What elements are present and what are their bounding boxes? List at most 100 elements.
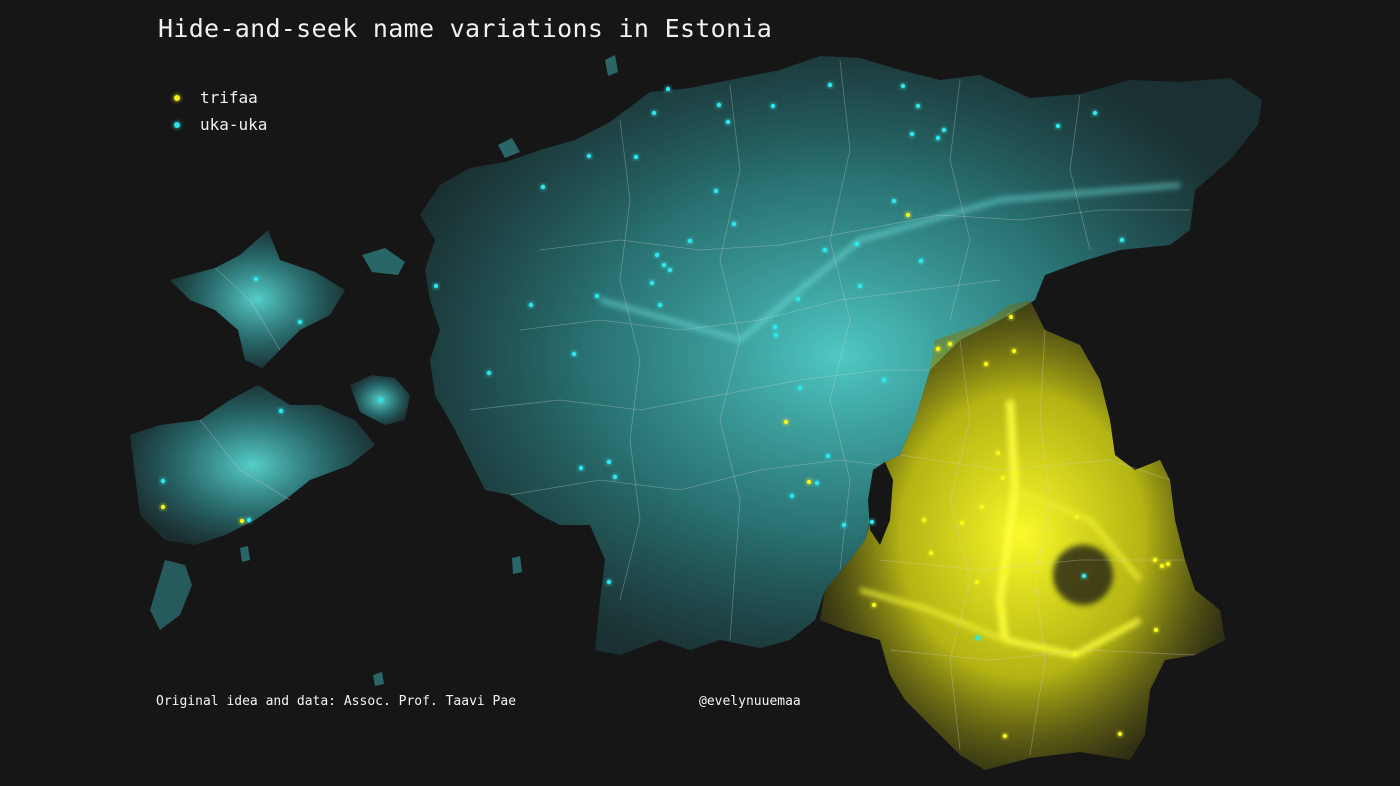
uka-uka-point: [1081, 573, 1087, 579]
trifaa-dot-icon: [174, 94, 180, 101]
trifaa-point: [979, 504, 985, 510]
uka-uka-point: [881, 377, 887, 383]
uka-uka-point: [825, 453, 831, 459]
uka-uka-dot-icon: [174, 121, 180, 128]
uka-uka-point: [297, 319, 303, 325]
trifaa-point: [1153, 627, 1159, 633]
uka-uka-point: [1055, 123, 1061, 129]
uka-uka-point: [687, 238, 693, 244]
uka-uka-point: [606, 459, 612, 465]
trifaa-point: [1074, 514, 1080, 520]
trifaa-point: [1159, 563, 1165, 569]
trifaa-point: [239, 518, 245, 524]
uka-uka-point: [665, 86, 671, 92]
uka-uka-point: [918, 258, 924, 264]
trifaa-point: [921, 517, 927, 523]
trifaa-point: [928, 550, 934, 556]
trifaa-point: [871, 602, 877, 608]
uka-uka-point: [915, 103, 921, 109]
saaremaa-island: [130, 385, 375, 545]
trifaa-point: [1013, 469, 1019, 475]
uka-uka-point: [770, 103, 776, 109]
uka-uka-point: [789, 493, 795, 499]
uka-uka-point: [633, 154, 639, 160]
uka-uka-point: [667, 267, 673, 273]
uka-uka-point: [773, 332, 779, 338]
legend: trifaa uka-uka: [166, 84, 267, 138]
trifaa-point: [1000, 475, 1006, 481]
vormsi-island: [362, 248, 405, 275]
trifaa-point: [947, 341, 953, 347]
trifaa-point: [1072, 651, 1078, 657]
uka-uka-point: [822, 247, 828, 253]
trifaa-point: [974, 579, 980, 585]
uka-uka-point: [935, 135, 941, 141]
uka-uka-point: [657, 302, 663, 308]
legend-item-uka-uka: uka-uka: [166, 111, 267, 138]
uka-uka-point: [578, 465, 584, 471]
uka-uka-point: [814, 480, 820, 486]
uka-uka-point: [772, 324, 778, 330]
uka-uka-point: [1092, 110, 1098, 116]
uka-uka-point: [827, 82, 833, 88]
uka-uka-point: [253, 276, 259, 282]
trifaa-point: [783, 419, 789, 425]
uka-uka-point: [857, 283, 863, 289]
data-credit: Original idea and data: Assoc. Prof. Taa…: [156, 694, 517, 709]
uka-uka-point: [731, 221, 737, 227]
southeast-region: [820, 300, 1225, 770]
uka-uka-point: [716, 102, 722, 108]
trifaa-point: [1165, 561, 1171, 567]
trifaa-point: [905, 212, 911, 218]
uka-uka-point: [246, 517, 252, 523]
uka-uka-point: [661, 262, 667, 268]
uka-uka-point: [854, 241, 860, 247]
uka-uka-point: [612, 474, 618, 480]
uka-uka-point: [909, 131, 915, 137]
uka-uka-point: [378, 397, 384, 403]
uka-uka-point: [486, 370, 492, 376]
uka-uka-point: [651, 110, 657, 116]
uka-uka-point: [1119, 237, 1125, 243]
uka-uka-point: [795, 296, 801, 302]
trifaa-point: [998, 606, 1004, 612]
uka-uka-point: [975, 635, 981, 641]
uka-uka-point: [654, 252, 660, 258]
uka-uka-point: [725, 119, 731, 125]
trifaa-point: [995, 450, 1001, 456]
survey-points: [159, 81, 1172, 740]
uka-uka-point: [540, 184, 546, 190]
uka-uka-point: [797, 385, 803, 391]
trifaa-point: [935, 346, 941, 352]
trifaa-point: [959, 520, 965, 526]
uka-uka-point: [278, 408, 284, 414]
uka-uka-point: [841, 522, 847, 528]
uka-uka-point: [586, 153, 592, 159]
uka-uka-point: [649, 280, 655, 286]
uka-uka-point: [900, 83, 906, 89]
uka-uka-point: [713, 188, 719, 194]
hiiumaa-island: [170, 230, 345, 368]
uka-uka-point: [433, 283, 439, 289]
trifaa-point: [806, 479, 812, 485]
trifaa-point: [1011, 348, 1017, 354]
legend-label-uka-uka: uka-uka: [200, 115, 268, 134]
trifaa-point: [1117, 731, 1123, 737]
author-handle: @evelynuuemaa: [699, 694, 801, 709]
uka-uka-point: [891, 198, 897, 204]
trifaa-point: [1002, 733, 1008, 739]
trifaa-point: [1003, 569, 1009, 575]
uka-uka-point: [606, 579, 612, 585]
trifaa-point: [1008, 314, 1014, 320]
uka-uka-point: [594, 293, 600, 299]
trifaa-point: [983, 361, 989, 367]
map-title: Hide-and-seek name variations in Estonia: [158, 14, 773, 43]
uka-uka-point: [869, 519, 875, 525]
mainland-region: [420, 56, 1262, 655]
uka-uka-point: [571, 351, 577, 357]
legend-label-trifaa: trifaa: [200, 88, 258, 107]
legend-item-trifaa: trifaa: [166, 84, 267, 111]
uka-uka-point: [941, 127, 947, 133]
trifaa-point: [1152, 557, 1158, 563]
